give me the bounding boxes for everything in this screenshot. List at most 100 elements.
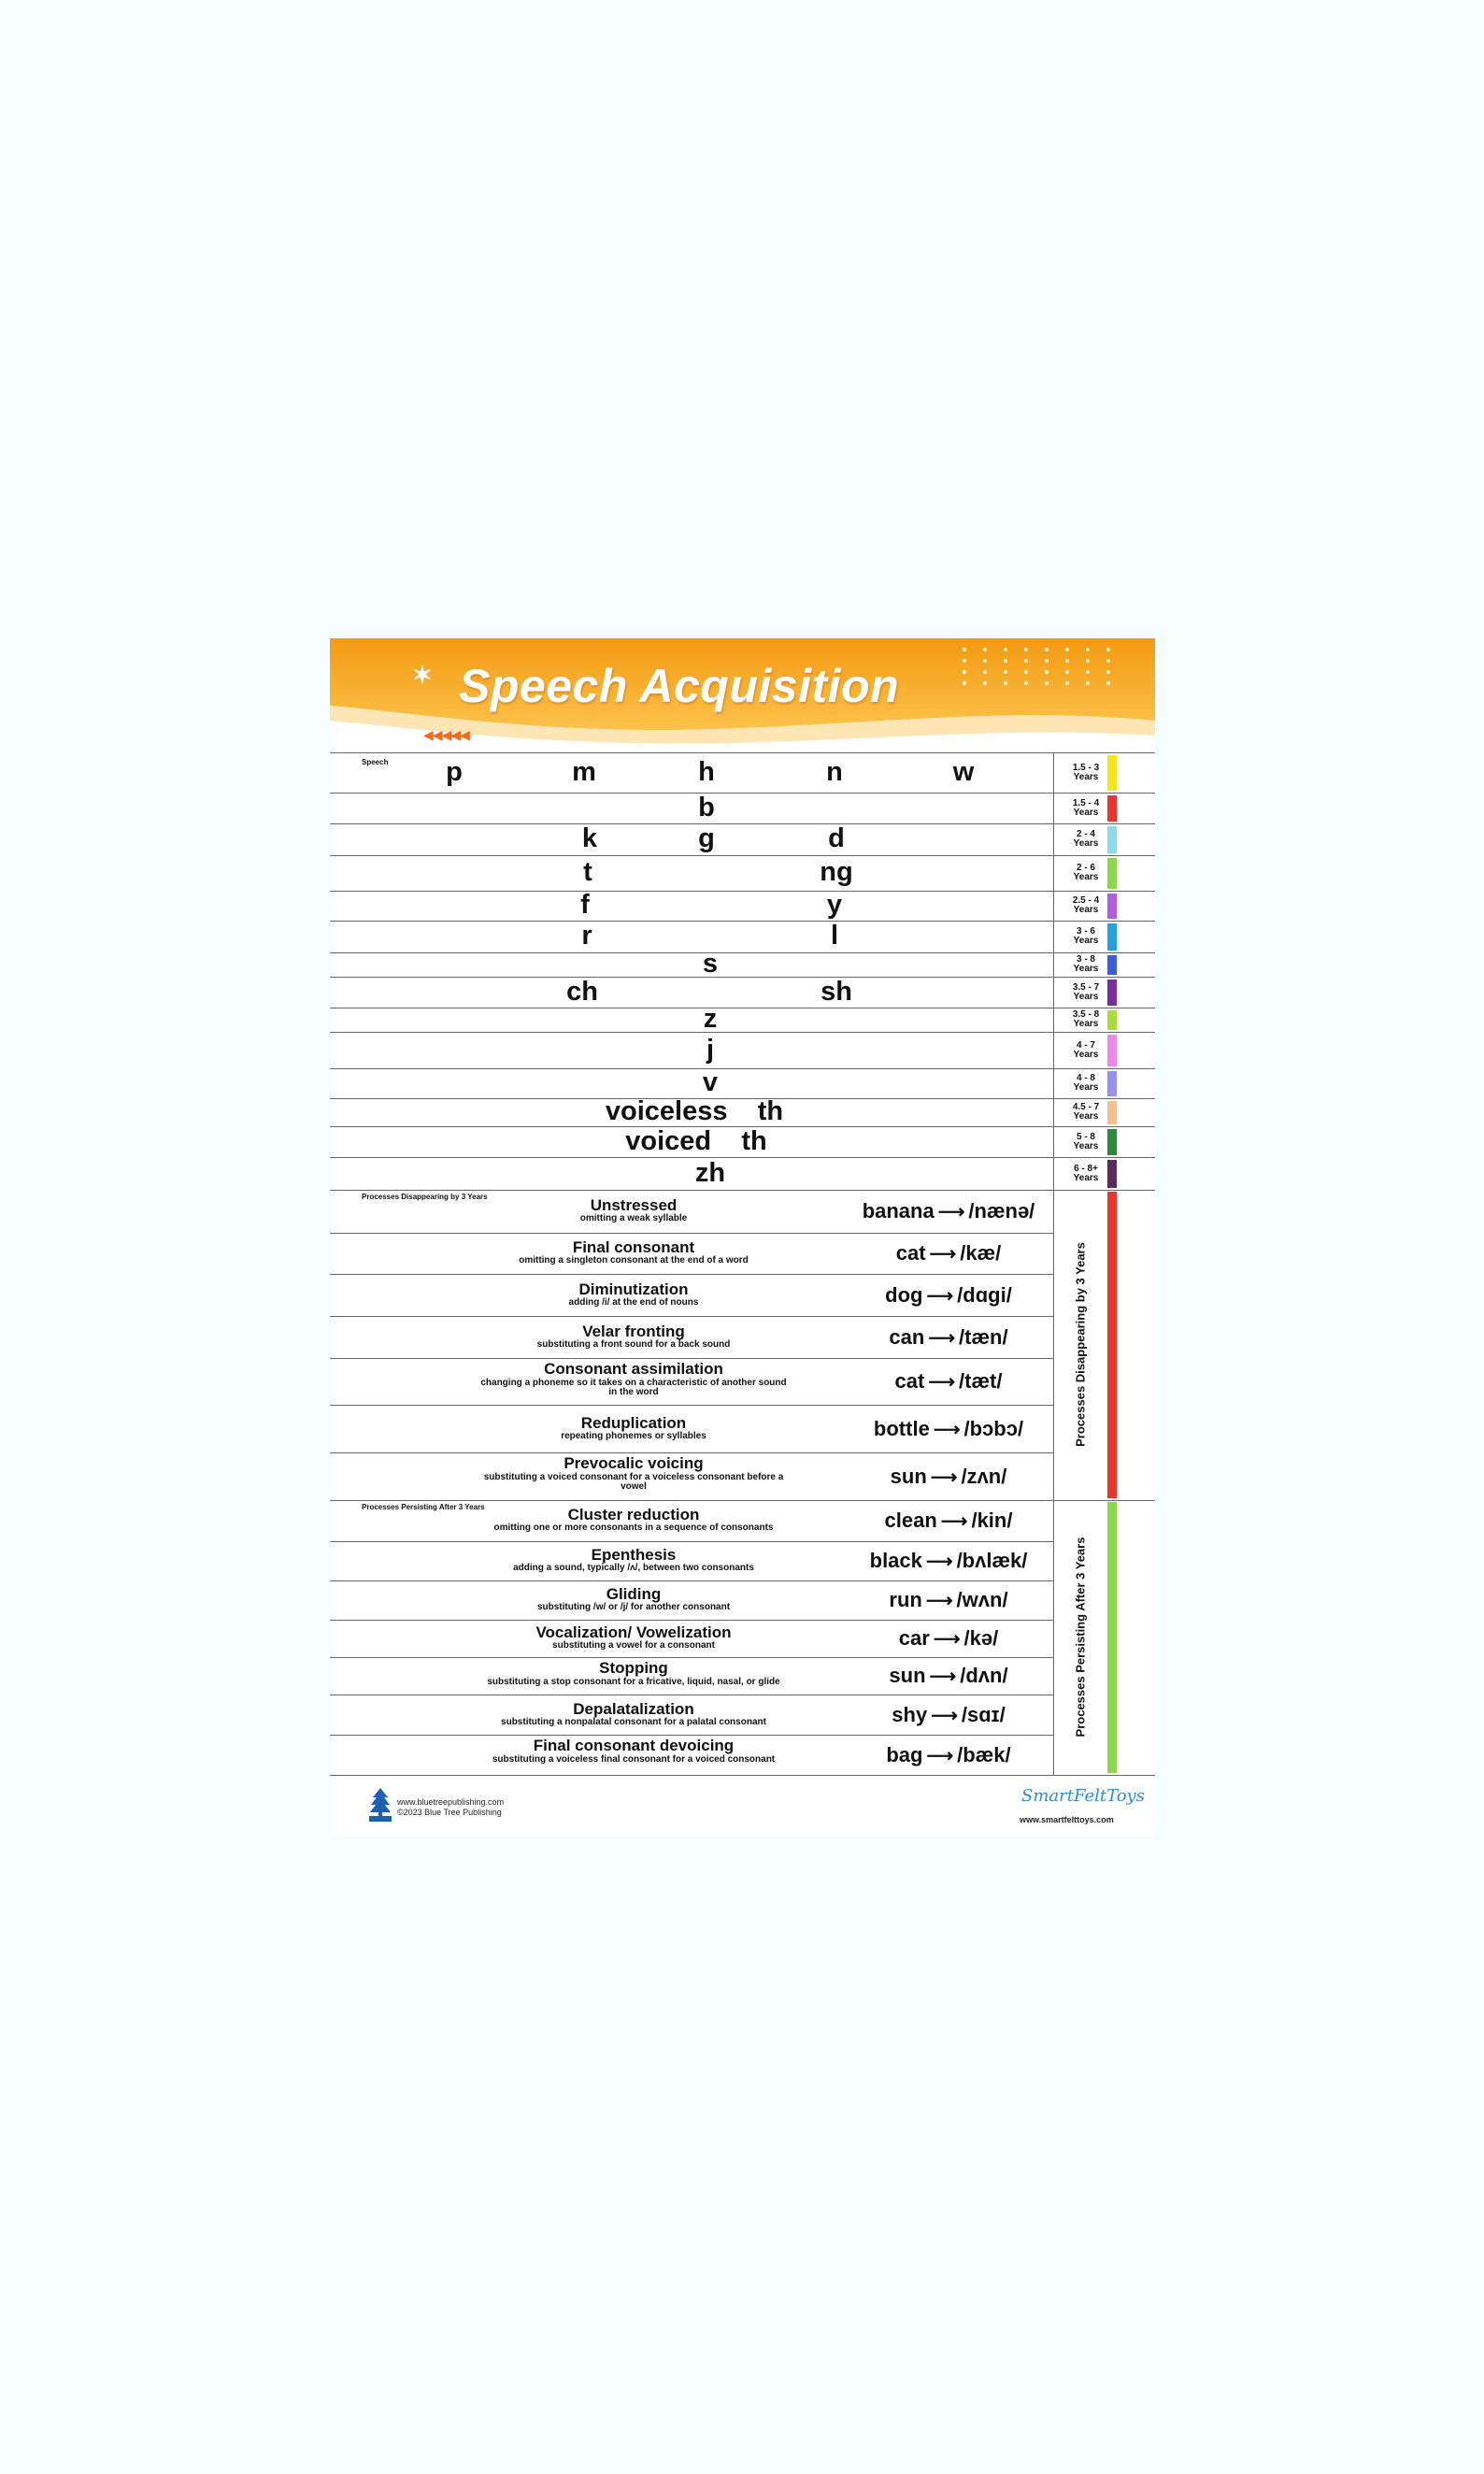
example-word: can (889, 1324, 925, 1349)
section-column-divider (1053, 1190, 1054, 1500)
age-range-label: 4 - 7 Years (1063, 1040, 1109, 1060)
dot (1024, 681, 1028, 685)
age-range-label: 4 - 8 Years (1063, 1074, 1109, 1093)
dot (1086, 670, 1090, 674)
age-range-label: 2 - 6 Years (1063, 864, 1109, 882)
example-word: run (889, 1588, 922, 1611)
row-divider (330, 1157, 1155, 1158)
footer-right-website[interactable]: www.smartfelttoys.com (1020, 1815, 1114, 1824)
row-divider (330, 1580, 1053, 1581)
footer-website[interactable]: www.bluetreepublishing.com (397, 1797, 505, 1807)
example-word: shy (892, 1702, 928, 1726)
dot (1024, 659, 1028, 663)
sound-ng: ng (820, 857, 853, 887)
dot (963, 659, 966, 663)
dot (983, 648, 987, 651)
dot (1086, 659, 1090, 663)
process-example: run ⟶/wʌn/ (818, 1588, 1079, 1612)
sound-d: d (828, 823, 845, 853)
process-description: omitting a singleton consonant at the en… (519, 1255, 749, 1266)
dot (1024, 648, 1028, 651)
example-word: cat (895, 1241, 926, 1265)
age-range-text: 4 - 8 (1076, 1073, 1095, 1083)
example-word: dog (885, 1282, 923, 1307)
example-ipa: /sɑɪ/ (961, 1702, 1006, 1726)
dot (1065, 659, 1069, 663)
process-name: Reduplication (580, 1413, 687, 1432)
age-color-bar (1107, 755, 1117, 791)
age-range-text: Years (1073, 1172, 1099, 1183)
dot (983, 659, 987, 663)
age-range-text: 3 - 6 (1076, 926, 1095, 937)
sound-t: t (583, 857, 592, 887)
example-ipa: /kə/ (963, 1626, 999, 1650)
sound-s: s (702, 949, 719, 979)
dot (1045, 670, 1049, 674)
process-example: black ⟶/bʌlæk/ (818, 1549, 1079, 1573)
dot (1065, 670, 1069, 674)
arrow-right-icon: ⟶ (929, 1666, 957, 1687)
age-range-label: 1.5 - 3 Years (1063, 763, 1109, 782)
age-range-text: Years (1073, 872, 1099, 882)
row-divider (330, 1620, 1053, 1621)
process-example: sun ⟶/dʌn/ (818, 1664, 1079, 1688)
blue-tree-logo (369, 1786, 392, 1822)
dot (1045, 648, 1049, 651)
age-color-bar (1107, 1035, 1117, 1066)
row-divider (330, 1068, 1155, 1069)
dot (1004, 648, 1007, 651)
section-top-line (330, 1500, 1155, 1501)
age-range-label: 6 - 8+ Years (1063, 1164, 1109, 1183)
dot (983, 681, 987, 685)
process-name: Gliding (606, 1585, 662, 1603)
example-word: car (898, 1626, 930, 1650)
age-range-label: 3 - 8 Years (1063, 955, 1109, 974)
arrow-right-icon: ⟶ (926, 1745, 954, 1766)
banner-background (330, 638, 1155, 752)
process-example: dog ⟶/dɑgi/ (818, 1283, 1079, 1308)
example-ipa: /nænə/ (968, 1199, 1035, 1223)
row-divider (330, 1032, 1155, 1033)
arrow-right-icon: ⟶ (930, 1466, 958, 1488)
process-example: bag ⟶/bæk/ (818, 1743, 1079, 1767)
dot (1004, 670, 1007, 674)
example-word: banana (862, 1199, 935, 1223)
age-range-text: Years (1073, 1082, 1099, 1093)
header-banner: ✶ Speech Acquisition ◀◀◀◀◀ (330, 638, 1155, 752)
age-color-bar (1107, 858, 1117, 889)
age-column-divider (1053, 752, 1054, 1190)
process-name: Consonant assimilation (544, 1360, 723, 1378)
process-example: sun ⟶/zʌn/ (818, 1465, 1079, 1489)
age-range-label: 3.5 - 7 Years (1063, 981, 1109, 1002)
example-ipa: /bʌlæk/ (956, 1549, 1028, 1572)
row-divider (330, 823, 1155, 824)
age-color-bar (1107, 1101, 1117, 1124)
process-example: shy ⟶/sɑɪ/ (818, 1703, 1079, 1727)
dot (1004, 659, 1007, 663)
process-description: omitting one or more consonants in a seq… (493, 1523, 774, 1533)
process-description: changing a phoneme so it takes on a char… (480, 1378, 787, 1397)
example-word: bag (886, 1742, 923, 1766)
arrow-right-icon: ⟶ (933, 1419, 961, 1440)
process-description: adding /i/ at the end of nouns (568, 1296, 699, 1308)
row-divider (330, 1126, 1155, 1127)
arrow-right-icon: ⟶ (933, 1629, 961, 1650)
sound-b: b (698, 792, 715, 822)
age-range-text: 3.5 - 7 (1072, 981, 1100, 993)
age-range-text: Years (1073, 1049, 1099, 1060)
row-divider (330, 855, 1155, 856)
dot (1086, 681, 1090, 685)
row-divider (330, 1274, 1053, 1275)
process-name: Diminutization (578, 1280, 689, 1298)
age-color-bar (1107, 1010, 1117, 1030)
process-description: substituting a voiceless final consonant… (492, 1754, 776, 1765)
dot (1065, 648, 1069, 651)
age-range-text: 1.5 - 4 (1072, 797, 1100, 808)
dot (963, 648, 966, 651)
process-description: omitting a weak syllable (579, 1213, 688, 1223)
arrow-right-icon: ⟶ (925, 1552, 953, 1572)
example-ipa: /bɔbɔ/ (963, 1416, 1024, 1440)
dot (1106, 659, 1110, 663)
star-icon: ✶ (412, 661, 433, 689)
arrow-right-icon: ⟶ (929, 1244, 957, 1265)
